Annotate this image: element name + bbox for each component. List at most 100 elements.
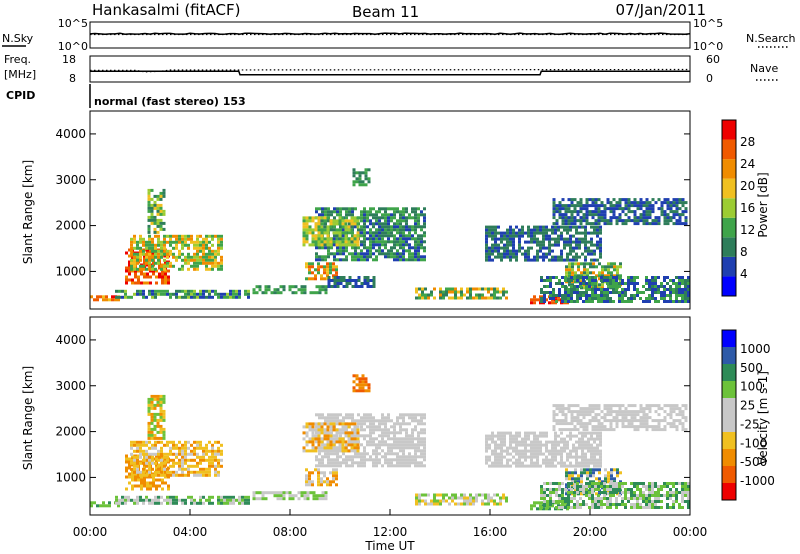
- data-cell: [564, 506, 567, 509]
- data-cell: [363, 243, 366, 247]
- data-cell: [648, 300, 651, 303]
- data-cell: [571, 265, 574, 269]
- data-cell: [612, 279, 615, 282]
- data-cell: [555, 207, 559, 211]
- data-cell: [351, 210, 354, 214]
- data-cell: [320, 265, 323, 269]
- data-cell: [554, 455, 557, 459]
- data-cell: [329, 222, 333, 226]
- data-cell: [363, 240, 366, 244]
- data-cell: [315, 431, 318, 435]
- data-cell: [315, 285, 319, 289]
- data-cell: [408, 458, 411, 462]
- data-cell: [147, 427, 151, 431]
- data-cell: [156, 421, 160, 425]
- data-cell: [557, 440, 560, 444]
- data-cell: [369, 246, 372, 250]
- data-cell: [575, 449, 578, 453]
- data-cell: [147, 403, 151, 407]
- data-cell: [142, 449, 145, 453]
- data-cell: [599, 431, 602, 435]
- data-cell: [521, 246, 524, 250]
- data-cell: [311, 271, 314, 275]
- data-cell: [551, 452, 554, 456]
- data-cell: [336, 213, 339, 217]
- data-cell: [335, 271, 338, 275]
- data-cell: [654, 419, 658, 423]
- data-cell: [568, 489, 571, 493]
- data-cell: [366, 425, 369, 429]
- data-cell: [576, 297, 579, 300]
- data-cell: [311, 449, 315, 453]
- data-cell: [599, 225, 602, 229]
- data-cell: [321, 255, 324, 259]
- data-cell: [193, 258, 196, 262]
- data-cell: [552, 201, 556, 205]
- data-cell: [565, 483, 568, 487]
- data-cell: [497, 455, 500, 459]
- data-cell: [509, 237, 512, 241]
- data-cell: [681, 404, 685, 408]
- data-cell: [411, 258, 414, 262]
- data-cell: [148, 234, 151, 238]
- data-cell: [592, 262, 595, 266]
- data-cell: [554, 458, 557, 462]
- data-cell: [336, 210, 339, 214]
- data-cell: [636, 413, 640, 417]
- data-cell: [147, 200, 151, 204]
- data-cell: [130, 249, 133, 253]
- data-cell: [134, 475, 137, 479]
- data-cell: [417, 419, 420, 423]
- data-cell: [527, 455, 530, 459]
- data-cell: [372, 240, 375, 244]
- data-cell: [327, 279, 331, 282]
- data-cell: [402, 213, 405, 217]
- data-cell: [521, 252, 524, 256]
- data-cell: [348, 252, 351, 256]
- data-cell: [591, 419, 595, 423]
- data-cell: [151, 255, 154, 259]
- data-cell: [411, 440, 414, 444]
- data-cell: [142, 252, 145, 256]
- data-cell: [621, 413, 625, 417]
- data-cell: [351, 279, 355, 282]
- data-cell: [341, 231, 345, 235]
- data-cell: [597, 413, 601, 417]
- data-cell: [163, 461, 166, 465]
- data-cell: [590, 434, 593, 438]
- data-cell: [567, 297, 570, 300]
- data-cell: [387, 240, 390, 244]
- data-cell: [273, 494, 277, 498]
- data-cell: [417, 258, 420, 262]
- data-cell: [657, 219, 661, 223]
- data-cell: [485, 231, 488, 235]
- data-cell: [558, 288, 561, 291]
- data-cell: [314, 446, 318, 450]
- data-cell: [311, 234, 315, 238]
- data-cell: [150, 418, 154, 422]
- data-cell: [536, 228, 539, 232]
- data-cell: [341, 422, 345, 426]
- data-cell: [167, 281, 170, 285]
- data-cell: [663, 288, 666, 291]
- data-cell: [521, 455, 524, 459]
- data-cell: [199, 470, 202, 474]
- data-cell: [167, 275, 170, 279]
- data-cell: [564, 497, 567, 500]
- data-cell: [151, 267, 154, 271]
- data-cell: [527, 234, 530, 238]
- data-cell: [128, 457, 131, 461]
- data-cell: [564, 219, 568, 223]
- data-cell: [618, 201, 622, 205]
- data-cell: [130, 458, 133, 462]
- data-cell: [595, 468, 598, 472]
- data-cell: [381, 207, 384, 211]
- data-cell: [172, 498, 175, 502]
- data-cell: [387, 452, 390, 456]
- data-cell: [175, 452, 178, 456]
- data-cell: [545, 440, 548, 444]
- data-cell: [567, 404, 571, 408]
- data-cell: [584, 443, 587, 447]
- data-cell: [145, 258, 148, 262]
- data-cell: [390, 425, 393, 429]
